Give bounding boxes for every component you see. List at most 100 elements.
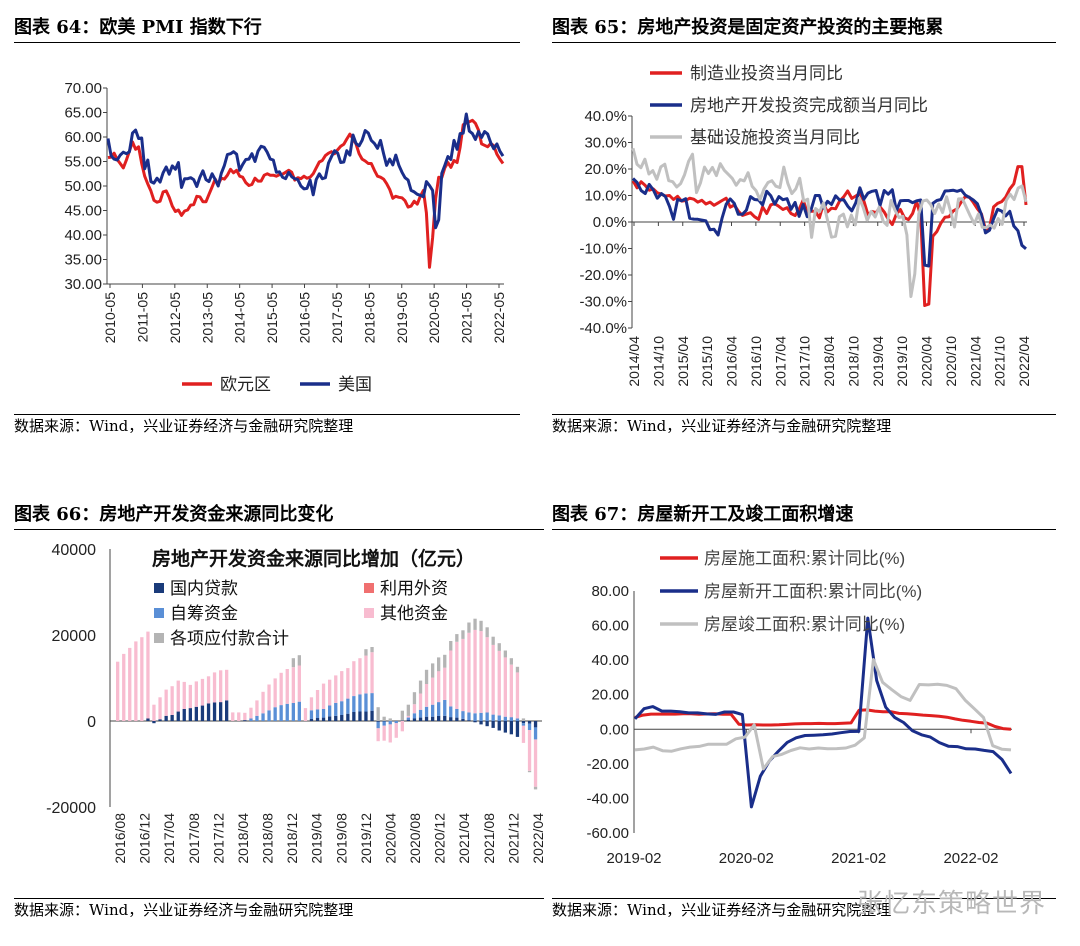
x-tick-label: 2016/04 xyxy=(724,336,740,387)
x-tick-label: 2014-05 xyxy=(232,292,248,344)
bar-segment xyxy=(418,709,423,718)
bar-segment xyxy=(400,720,404,722)
bar-segment xyxy=(352,696,356,712)
legend-label: 国内贷款 xyxy=(170,579,238,598)
bar-segment xyxy=(243,712,247,721)
bar-segment xyxy=(176,680,180,712)
x-tick-label: 2020/08 xyxy=(407,813,423,864)
bar-segment xyxy=(443,699,447,716)
bar-segment xyxy=(406,715,410,718)
x-tick-label: 2020-05 xyxy=(426,292,442,344)
bar-segment xyxy=(334,675,338,703)
x-tick-label: 2018/08 xyxy=(260,813,276,864)
bar-segment xyxy=(158,719,162,721)
bar-segment xyxy=(346,668,350,699)
bar-segment xyxy=(509,721,513,735)
bar-segment xyxy=(461,718,465,721)
bar-segment xyxy=(467,622,471,633)
bar-segment xyxy=(437,671,441,703)
bar-segment xyxy=(485,712,489,721)
y-tick-label: 0.00 xyxy=(600,721,629,738)
bar-segment xyxy=(509,717,513,721)
bar-segment xyxy=(509,658,513,665)
x-tick-label: 2011-05 xyxy=(134,292,150,343)
bar-segment xyxy=(237,712,241,721)
x-tick-label: 2012-05 xyxy=(167,292,183,344)
bar-segment xyxy=(418,680,423,694)
chart-title: 图表 64：欧美 PMI 指数下行 xyxy=(14,16,520,43)
bar-segment xyxy=(140,637,144,721)
bar-segment xyxy=(267,684,271,711)
bar-segment xyxy=(521,725,526,743)
legend-label: 基础设施投资当月同比 xyxy=(690,128,860,147)
bar-segment xyxy=(467,632,471,713)
chart-panel-65: 图表 65：房地产投资是固定资产投资的主要拖累 40.0% 30.0% 20.0% 1… xyxy=(552,16,1056,444)
bar-segment xyxy=(455,634,459,642)
x-tick-label: 2022-05 xyxy=(491,292,507,344)
x-tick-label: 2020/04 xyxy=(919,336,935,387)
bar-segment xyxy=(497,643,501,651)
x-tick-label: 2022/04 xyxy=(1016,336,1032,387)
bar-segment xyxy=(231,712,235,721)
x-tick-label: 2019/10 xyxy=(894,336,910,387)
x-tick-label: 2018/04 xyxy=(821,336,837,387)
y-tick-label: 20000 xyxy=(52,628,97,645)
y-tick-label: 30.00 xyxy=(64,276,102,293)
bar-segment xyxy=(431,663,435,678)
bar-segment xyxy=(188,684,192,709)
x-tick-label: 2015/04 xyxy=(675,336,691,387)
bar-segment xyxy=(200,705,205,721)
bar-segment xyxy=(219,670,223,703)
bar-segment xyxy=(437,657,441,672)
bar-segment xyxy=(467,712,471,721)
bar-segment xyxy=(473,713,477,721)
bar-segment xyxy=(382,721,386,722)
bar-segment xyxy=(321,717,326,721)
bar-segment xyxy=(382,716,386,721)
chart-panel-66: 图表 66：房地产开发资金来源同比变化 40000 20000 0 -20000 201… xyxy=(14,503,546,931)
x-tick-label: 2018-05 xyxy=(361,292,377,344)
source-note: 数据来源：Wind，兴业证券经济与金融研究院整理 xyxy=(552,414,1056,437)
y-tick-label: -30.0% xyxy=(579,294,627,311)
bar-segment xyxy=(261,713,265,721)
y-tick-label: 60.00 xyxy=(591,618,629,635)
bar-segment xyxy=(146,718,150,721)
x-tick-label: 2017/04 xyxy=(161,813,177,864)
bar-segment xyxy=(279,672,283,706)
legend-label: 其他资金 xyxy=(380,604,448,623)
bar-segment xyxy=(467,720,471,721)
legend-label: 房地产开发投资完成额当月同比 xyxy=(690,96,928,115)
x-tick-label: 2019-05 xyxy=(394,292,410,344)
bar-segment xyxy=(424,706,429,717)
bar-segment xyxy=(406,719,410,721)
bar-segment xyxy=(400,721,404,732)
series-line xyxy=(633,616,1013,809)
x-tick-label: 2020/10 xyxy=(943,336,959,387)
chart-65: 40.0% 30.0% 20.0% 10.0% 0.0% -10.0% -20.0% -30.… xyxy=(579,64,1032,387)
y-tick-label: 55.00 xyxy=(64,154,102,171)
bar-segment xyxy=(128,647,132,721)
bar-segment xyxy=(473,629,477,714)
bar-segment xyxy=(424,716,429,721)
bar-segment xyxy=(206,703,211,721)
bar-segment xyxy=(194,706,198,721)
bar-segment xyxy=(491,721,495,728)
bar-segment xyxy=(412,704,417,714)
bar-segment xyxy=(315,690,320,710)
bar-segment xyxy=(315,718,320,721)
bar-segment xyxy=(152,704,156,721)
bar-segment xyxy=(255,700,259,716)
x-tick-label: 2019-02 xyxy=(606,850,661,867)
y-tick-label: 0 xyxy=(87,714,96,731)
bar-segment xyxy=(431,677,435,705)
bar-segment xyxy=(376,728,380,742)
x-tick-label: 2019/04 xyxy=(870,336,886,387)
bar-segment xyxy=(431,704,435,717)
bar-segment xyxy=(340,671,344,702)
bar-segment xyxy=(497,715,501,721)
bar-segment xyxy=(461,630,465,639)
bar-segment xyxy=(170,686,174,715)
y-tick-label: 40.00 xyxy=(64,227,102,244)
y-tick-label: 60.00 xyxy=(64,129,102,146)
series-line xyxy=(631,177,1027,268)
